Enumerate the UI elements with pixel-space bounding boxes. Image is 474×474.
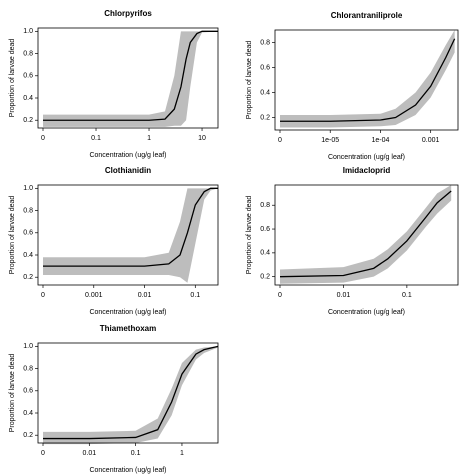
x-axis-label: Concentration (ug/g leaf) [89, 467, 166, 474]
x-axis-label: Concentration (ug/g leaf) [89, 152, 166, 159]
x-tick-label: 0.1 [131, 450, 141, 457]
plot-frame [37, 184, 219, 286]
panel: Chlorantraniliprole Concentration (ug/g l… [246, 11, 459, 161]
x-tick-label: 0 [41, 135, 45, 142]
x-tick-label: 1e-05 [321, 137, 339, 144]
panel: Imidacloprid Concentration (ug/g leaf) Pro… [246, 166, 459, 316]
panel-title: Chlorpyrifos [104, 9, 152, 18]
y-axis-label: Proportion of larvae dead [246, 41, 253, 120]
plot-frame [274, 184, 459, 286]
fit-line [43, 30, 218, 121]
plot-frame [37, 27, 219, 129]
y-tick-label: 0.6 [23, 230, 33, 237]
y-tick-label: 0.2 [23, 432, 33, 439]
y-tick-label: 0.6 [23, 73, 33, 80]
x-axis-label: Concentration (ug/g leaf) [89, 309, 166, 316]
y-tick-label: 0.4 [260, 250, 270, 257]
x-tick-label: 0.1 [190, 292, 200, 299]
x-tick-label: 0.01 [83, 450, 97, 457]
panel-title: Thiamethoxam [100, 324, 156, 333]
x-tick-label: 0 [41, 292, 45, 299]
y-tick-label: 0.2 [260, 114, 270, 121]
y-tick-label: 1.0 [23, 28, 33, 35]
x-tick-label: 0.01 [138, 292, 152, 299]
fit-line [43, 345, 219, 440]
fit-line [279, 190, 452, 278]
y-axis-label: Proportion of larvae dead [246, 196, 253, 275]
y-tick-label: 1.0 [23, 343, 33, 350]
x-tick-label: 0.001 [422, 137, 440, 144]
x-tick-label: 0 [278, 137, 282, 144]
confidence-band [280, 30, 455, 128]
y-tick-label: 1.0 [23, 185, 33, 192]
confidence-band [43, 346, 218, 445]
plot-frame [274, 29, 459, 131]
confidence-band [43, 31, 218, 127]
x-tick-label: 0 [41, 450, 45, 457]
y-axis-label: Proportion of larvae dead [9, 196, 16, 275]
y-tick-label: 0.2 [23, 117, 33, 124]
x-tick-label: 1e-04 [371, 137, 389, 144]
y-tick-label: 0.8 [23, 50, 33, 57]
y-tick-label: 0.8 [23, 365, 33, 372]
x-tick-label: 1 [147, 135, 151, 142]
x-axis-label: Concentration (ug/g leaf) [328, 154, 405, 161]
fit-line [43, 187, 218, 267]
y-axis-label: Proportion of larvae dead [9, 39, 16, 118]
y-tick-label: 0.2 [23, 274, 33, 281]
y-tick-label: 0.6 [260, 64, 270, 71]
x-tick-label: 0.1 [91, 135, 101, 142]
panel: Chlorpyrifos Concentration (ug/g leaf) Pro… [9, 9, 219, 159]
y-tick-label: 0.8 [260, 39, 270, 46]
y-tick-label: 0.2 [260, 274, 270, 281]
fit-line [280, 38, 456, 122]
x-tick-label: 0.1 [402, 292, 412, 299]
panel-title: Clothianidin [105, 166, 151, 175]
panel: Clothianidin Concentration (ug/g leaf) Pro… [9, 166, 219, 316]
y-tick-label: 0.8 [23, 207, 33, 214]
plot-frame [37, 342, 219, 444]
y-tick-label: 0.8 [260, 202, 270, 209]
x-tick-label: 10 [198, 135, 206, 142]
y-tick-label: 0.4 [260, 89, 270, 96]
confidence-band [43, 188, 218, 283]
y-tick-label: 0.6 [260, 226, 270, 233]
x-tick-label: 0.01 [337, 292, 351, 299]
panel-title: Chlorantraniliprole [331, 11, 403, 20]
y-tick-label: 0.4 [23, 410, 33, 417]
y-tick-label: 0.6 [23, 388, 33, 395]
panel: Thiamethoxam Concentration (ug/g leaf) Pro… [9, 324, 219, 474]
x-tick-label: 0 [278, 292, 282, 299]
x-tick-label: 0.001 [85, 292, 103, 299]
y-axis-label: Proportion of larvae dead [9, 354, 16, 433]
confidence-band [280, 185, 452, 284]
x-tick-label: 1 [180, 450, 184, 457]
y-tick-label: 0.4 [23, 95, 33, 102]
x-axis-label: Concentration (ug/g leaf) [328, 309, 405, 316]
panel-title: Imidacloprid [343, 166, 391, 175]
y-tick-label: 0.4 [23, 252, 33, 259]
